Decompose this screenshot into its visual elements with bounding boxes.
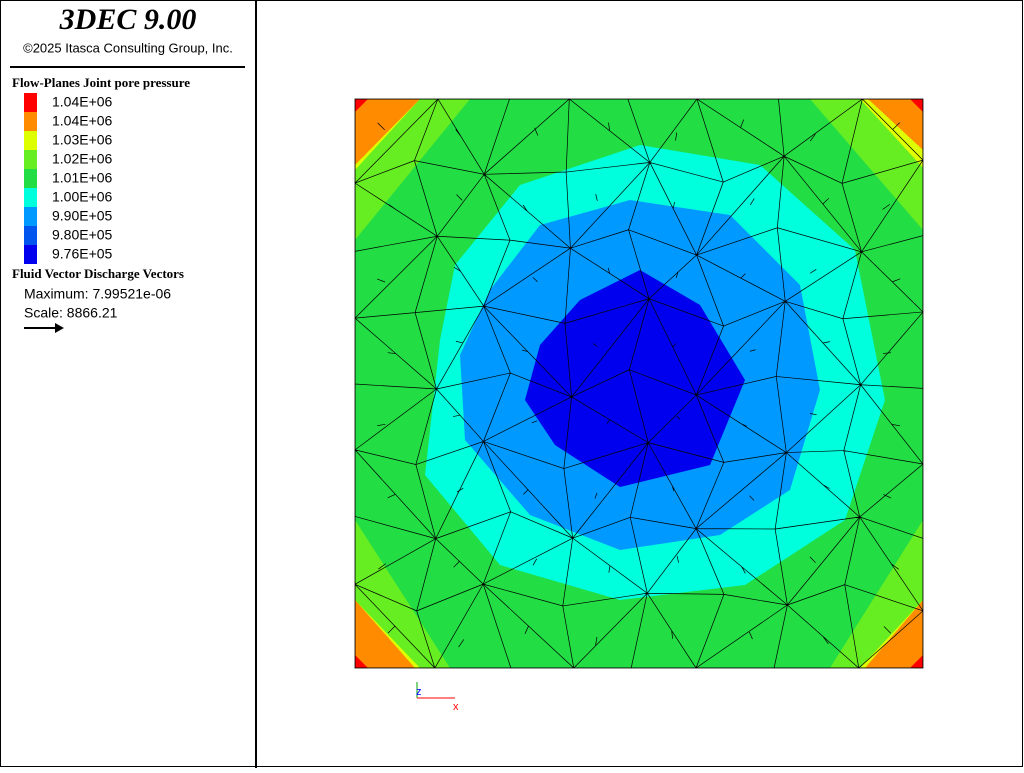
legend-swatch (24, 245, 37, 264)
axis-z-label: z (416, 686, 422, 698)
mesh-lines (355, 99, 923, 668)
legend-swatch (24, 150, 37, 169)
vectors-maximum: Maximum: 7.99521e-06 (24, 286, 171, 302)
legend-swatch (24, 131, 37, 150)
legend-label: 1.03E+06 (52, 132, 113, 148)
vectors-title: Fluid Vector Discharge Vectors (12, 266, 184, 281)
app-title: 3DEC 9.00 (59, 3, 197, 36)
legend-swatch (24, 207, 37, 226)
legend-title: Flow-Planes Joint pore pressure (12, 75, 190, 90)
legend-label: 9.76E+05 (52, 246, 113, 262)
legend-label: 9.80E+05 (52, 227, 113, 243)
legend-label: 1.01E+06 (52, 170, 113, 186)
legend-label: 1.00E+06 (52, 189, 113, 205)
legend-swatch (24, 93, 37, 112)
axis-x-label: x (453, 701, 459, 713)
legend-swatch (24, 169, 37, 188)
legend-label: 1.04E+06 (52, 113, 113, 129)
scale-arrow (24, 323, 64, 333)
vectors-scale: Scale: 8866.21 (24, 305, 118, 321)
contour-plot (354, 98, 924, 669)
legend-swatch (24, 188, 37, 207)
legend-label: 9.90E+05 (52, 208, 113, 224)
legend-label: 1.04E+06 (52, 94, 113, 110)
copyright: ©2025 Itasca Consulting Group, Inc. (23, 40, 233, 55)
legend-label: 1.02E+06 (52, 151, 113, 167)
legend-swatch (24, 226, 37, 245)
legend: 1.04E+06 1.04E+06 1.03E+06 1.02E+06 1.01E+06… (24, 93, 113, 264)
legend-swatch (24, 112, 37, 131)
axes-triad: z x (416, 682, 459, 713)
